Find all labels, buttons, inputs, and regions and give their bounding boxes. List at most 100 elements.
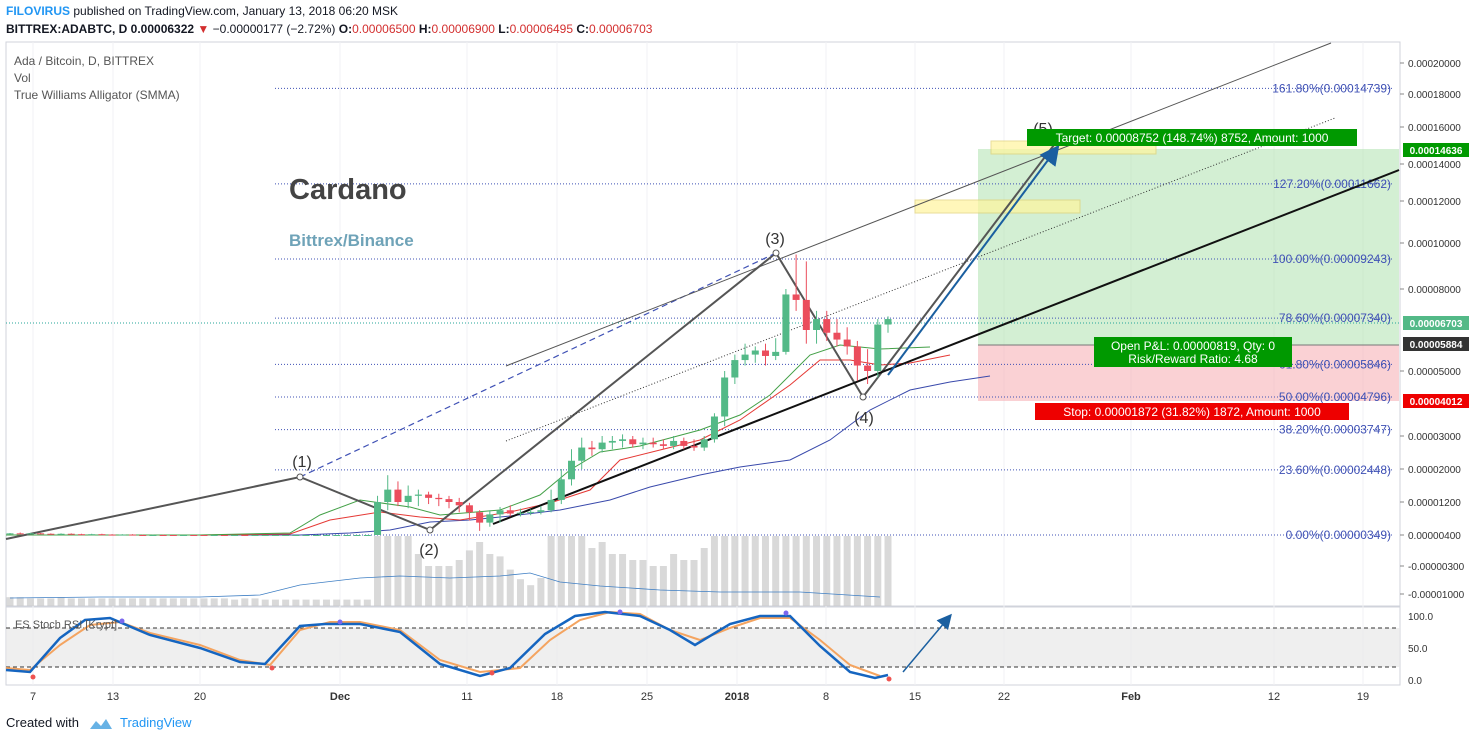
author-name[interactable]: FILOVIRUS	[6, 4, 71, 18]
volume-bar	[67, 598, 75, 606]
fib-retracement[interactable]: 200.00%(0.00018136)161.80%(0.00014739)12…	[275, 0, 1393, 542]
candle-body	[37, 533, 45, 535]
volume-bar	[649, 566, 657, 606]
wave-label-4: (4)	[854, 410, 874, 427]
candle-body	[629, 439, 637, 445]
wave-point-4[interactable]	[859, 393, 867, 401]
price-tick-label: 0.00002000	[1408, 465, 1461, 476]
candle-body	[47, 533, 55, 535]
time-tick-label: 22	[998, 691, 1010, 703]
tradingview-link[interactable]: TradingView	[120, 715, 192, 730]
fib-level-label: 0.00%(0.00000349)	[1286, 528, 1391, 542]
candlesticks[interactable]	[6, 254, 892, 537]
volume-bar	[108, 598, 116, 606]
candle-body	[435, 497, 443, 500]
last-price: 0.00006322	[130, 22, 195, 36]
wave-point-2[interactable]	[426, 526, 434, 534]
down-arrow-icon: ▼	[197, 22, 210, 36]
time-axis[interactable]: 7 13 20 Dec 11 18 25 2018 8 15 22 Feb 12 19	[30, 691, 1369, 703]
candle-body	[578, 447, 586, 461]
stop-label[interactable]: Stop: 0.00001872 (31.82%) 1872, Amount: …	[1035, 403, 1349, 420]
volume-bar	[741, 536, 749, 606]
target-label[interactable]: Target: 0.00008752 (148.74%) 8752, Amoun…	[1027, 129, 1357, 146]
candle-body	[322, 535, 330, 536]
volume-bar	[823, 536, 831, 606]
candle-body	[108, 534, 116, 536]
price-tag-target: 0.00014636	[1403, 143, 1469, 157]
candle-body	[802, 299, 810, 330]
candle-body	[843, 339, 851, 347]
volume-bar	[639, 560, 647, 606]
price-tick-label: 0.00003000	[1408, 432, 1461, 443]
candle-body	[394, 489, 402, 502]
volume-bar	[619, 554, 627, 606]
candle-body	[486, 514, 494, 523]
pnl-label[interactable]: Open P&L: 0.00000819, Qty: 0 Risk/Reward…	[1094, 337, 1292, 367]
volume-bar	[557, 536, 565, 606]
volume-bar	[180, 598, 188, 606]
candle-body	[261, 535, 269, 536]
volume-bar	[568, 536, 576, 606]
candle-body	[455, 502, 463, 506]
wave-point-1[interactable]	[296, 473, 304, 481]
support-trendline[interactable]	[492, 169, 1400, 525]
price-change: −0.00000177 (−2.72%)	[212, 22, 336, 36]
price-tick-label: 0.00014000	[1408, 160, 1461, 171]
rsi-tick-100: 100.0	[1408, 612, 1433, 623]
time-tick-label: 7	[30, 691, 36, 703]
candle-body	[772, 351, 780, 356]
candle-body	[670, 440, 678, 446]
wave-point-3[interactable]	[772, 249, 780, 257]
tradingview-logo-icon	[89, 718, 112, 729]
volume-bar	[118, 598, 126, 606]
price-axis[interactable]: 0.00020000 0.00018000 0.00016000 0.00014000…	[1400, 59, 1465, 601]
rsi-k-line	[5, 610, 889, 680]
price-tick-label: 0.00016000	[1408, 123, 1461, 134]
rsi-signal-dot	[783, 610, 789, 616]
high-value: 0.00006900	[431, 22, 495, 36]
open-value: 0.00006500	[352, 22, 416, 36]
volume-bar	[486, 554, 494, 606]
rsi-signal-dot	[269, 665, 275, 671]
elliott-wave-path[interactable]	[5, 140, 1058, 540]
volume-bar	[251, 598, 259, 606]
time-tick-label: 13	[107, 691, 119, 703]
candle-body	[619, 439, 627, 441]
upper-channel-line[interactable]	[505, 42, 1332, 367]
candle-body	[77, 534, 85, 536]
volume-bar	[455, 560, 463, 606]
alligator-jaw	[6, 375, 991, 536]
rsi-signal-dot	[337, 619, 343, 625]
candle-body	[149, 535, 157, 536]
candle-body	[190, 535, 198, 536]
fib-level-label: 23.60%(0.00002448)	[1279, 463, 1391, 477]
close-label: C:	[576, 22, 590, 36]
volume-bar	[792, 536, 800, 606]
mid-channel-dotted[interactable]	[505, 117, 1336, 442]
candle-body	[608, 440, 616, 443]
volume-bar	[149, 598, 157, 606]
fib-level-label: 61.80%(0.00005846)	[1279, 357, 1391, 371]
volume-bar	[588, 548, 596, 606]
candle-body	[792, 294, 800, 300]
volume-bar	[680, 560, 688, 606]
volume-bar	[343, 599, 351, 606]
volume-bar	[476, 542, 484, 606]
fib-level-label: 161.80%(0.00014739)	[1272, 81, 1391, 95]
volume-bar	[833, 536, 841, 606]
price-tick-label: -0.00000300	[1408, 562, 1465, 573]
candle-body	[118, 534, 126, 536]
candle-body	[88, 534, 96, 536]
price-tick-label: 0.00012000	[1408, 197, 1461, 208]
time-tick-label: 2018	[725, 691, 749, 703]
fib-level-label: 50.00%(0.00004796)	[1279, 390, 1391, 404]
candle-body	[721, 377, 729, 417]
candle-body	[537, 510, 545, 512]
volume-bar	[312, 599, 320, 606]
candle-body	[374, 502, 382, 535]
volume-bar	[220, 598, 228, 606]
volume-bar	[26, 598, 34, 606]
volume-bar	[47, 598, 55, 606]
rsi-band	[6, 628, 1400, 667]
